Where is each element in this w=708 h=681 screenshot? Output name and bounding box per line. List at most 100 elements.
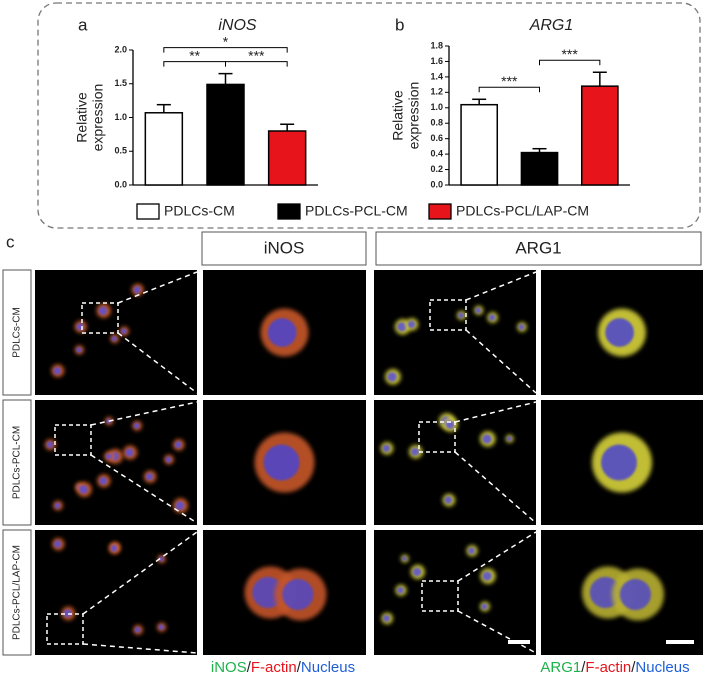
- caption: iNOS/F-actin/Nucleus: [211, 659, 355, 676]
- zoom-line: [457, 531, 537, 582]
- zoom-line: [90, 401, 198, 426]
- caption-part: iNOS: [211, 659, 247, 676]
- cell-nucleus: [601, 444, 637, 481]
- y-tick-label: 0.0: [114, 179, 127, 189]
- panel-frame: [37, 2, 701, 229]
- legend-swatch: [428, 203, 452, 220]
- cell-nucleus: [46, 441, 54, 448]
- y-tick-label: 1.8: [430, 40, 443, 50]
- y-tick-label: 1.5: [114, 78, 127, 88]
- caption-part: ARG1: [540, 659, 581, 676]
- cell-nucleus: [165, 456, 172, 463]
- significance-bracket: [225, 61, 288, 67]
- significance-bracket: [478, 86, 540, 93]
- panel-label: a: [78, 15, 88, 34]
- cell-nucleus: [63, 609, 72, 618]
- column-header: ARG1: [515, 238, 561, 257]
- cell-nucleus: [410, 447, 420, 456]
- cell-nucleus: [98, 306, 108, 316]
- chart-title: ARG1: [529, 17, 574, 34]
- chart-title: iNOS: [218, 17, 257, 34]
- bar: [520, 151, 559, 186]
- y-axis-label: expression: [90, 84, 106, 152]
- bar: [580, 85, 619, 186]
- bar: [460, 103, 499, 186]
- legend-label: PDLCs-CM: [164, 203, 235, 219]
- zoom-line: [457, 610, 537, 654]
- panel-label: b: [395, 15, 404, 34]
- cell-nucleus: [145, 472, 154, 481]
- cell-nucleus: [383, 614, 391, 622]
- cell-nucleus: [125, 448, 134, 457]
- y-tick-label: 0.5: [114, 146, 127, 156]
- y-tick-label: 1.4: [430, 71, 443, 81]
- cell-nucleus: [158, 624, 164, 630]
- zoom-line: [465, 329, 537, 394]
- row-label: PDLCs-PCL-CM: [12, 426, 23, 499]
- y-tick-label: 0.2: [430, 164, 443, 174]
- column-header-box: [375, 231, 702, 266]
- zoom-line: [82, 531, 198, 615]
- cell-nucleus: [133, 286, 141, 294]
- caption-part: F-actin: [251, 659, 297, 676]
- cell-nucleus: [282, 578, 314, 611]
- y-tick-label: 1.0: [114, 112, 127, 122]
- cell-nucleus: [53, 540, 62, 548]
- zoom-line: [90, 454, 198, 524]
- y-tick-label: 0.8: [430, 118, 443, 128]
- y-axis-label: expression: [406, 82, 422, 150]
- zoom-line: [117, 332, 198, 394]
- cell-nucleus: [111, 335, 117, 342]
- zoom-line: [465, 271, 537, 301]
- cell-nucleus: [475, 307, 482, 314]
- cell-nucleus: [263, 444, 300, 481]
- cell-nucleus: [458, 312, 464, 319]
- cell-nucleus: [481, 603, 488, 610]
- caption-part: Nucleus: [635, 659, 689, 676]
- significance-label: ***: [501, 73, 518, 89]
- cell-nucleus: [54, 502, 61, 509]
- cell-nucleus: [267, 318, 297, 347]
- legend-swatch: [277, 203, 301, 220]
- significance-label: ***: [248, 47, 265, 63]
- significance-bracket: [539, 59, 601, 66]
- cell-nucleus: [174, 441, 182, 449]
- y-tick-label: 0.4: [430, 148, 443, 158]
- scale-bar: [508, 640, 530, 644]
- cell-nucleus: [110, 545, 118, 552]
- cell-nucleus: [444, 496, 453, 504]
- caption-part: Nucleus: [301, 659, 355, 676]
- cell-nucleus: [506, 436, 512, 442]
- y-axis-label: Relative: [74, 92, 90, 143]
- cell-nucleus: [397, 586, 404, 594]
- row-label-box: [2, 399, 32, 526]
- caption-part: /: [581, 659, 586, 676]
- cell-nucleus: [121, 328, 127, 335]
- cell-nucleus: [482, 571, 492, 581]
- cell-nucleus: [382, 444, 391, 453]
- legend-label: PDLCs-PCL-CM: [305, 203, 408, 219]
- cell-nucleus: [407, 320, 416, 329]
- cell-nucleus: [53, 366, 62, 375]
- cell-nucleus: [402, 556, 407, 562]
- panel-label: c: [6, 232, 15, 251]
- caption-part: /: [297, 659, 302, 676]
- caption-part: F-actin: [585, 659, 631, 676]
- significance-label: ***: [561, 46, 578, 62]
- cell-nucleus: [158, 556, 164, 562]
- row-label-box: [2, 529, 32, 656]
- bar: [206, 83, 245, 186]
- zoom-box: [81, 302, 119, 334]
- cell-nucleus: [605, 318, 634, 347]
- micrograph: [374, 400, 536, 525]
- zoom-box: [54, 424, 92, 456]
- cell-nucleus: [397, 322, 407, 332]
- cell-nucleus: [619, 578, 652, 611]
- bar: [267, 130, 307, 186]
- significance-bracket: [163, 47, 288, 53]
- cell-nucleus: [488, 314, 496, 321]
- cell-nucleus: [105, 453, 112, 460]
- cell-nucleus: [175, 501, 185, 511]
- caption-part: /: [247, 659, 252, 676]
